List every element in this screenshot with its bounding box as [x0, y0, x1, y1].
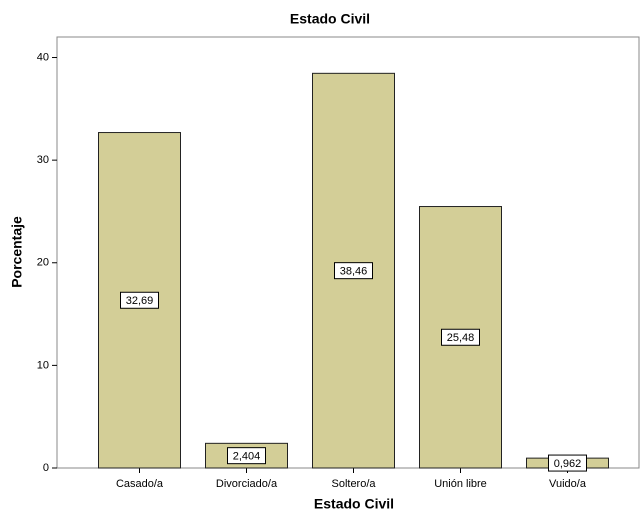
x-tick-label: Casado/a — [116, 478, 164, 490]
x-tick-label: Soltero/a — [331, 478, 376, 490]
value-label-box — [334, 262, 373, 280]
value-label: 25,48 — [447, 332, 475, 344]
y-tick-label: 0 — [43, 462, 49, 474]
y-tick-label: 30 — [37, 154, 49, 166]
value-label-box — [548, 454, 587, 472]
value-label: 38,46 — [340, 266, 368, 278]
value-label: 32,69 — [126, 295, 154, 307]
value-label-box — [441, 328, 480, 346]
y-tick-label: 40 — [37, 51, 49, 63]
chart-title: Estado Civil — [290, 11, 370, 27]
y-tick-label: 20 — [37, 257, 49, 269]
value-label: 0,962 — [554, 458, 582, 470]
x-axis-title: Estado Civil — [314, 496, 394, 512]
value-label: 2,404 — [233, 451, 261, 463]
x-tick-label: Vuido/a — [549, 478, 587, 490]
value-label-box — [227, 447, 266, 465]
x-tick-label: Divorciado/a — [216, 478, 278, 490]
x-tick-label: Unión libre — [434, 478, 487, 490]
y-axis-title: Porcentaje — [9, 216, 25, 288]
value-label-box — [120, 291, 159, 309]
y-tick-label: 10 — [37, 359, 49, 371]
